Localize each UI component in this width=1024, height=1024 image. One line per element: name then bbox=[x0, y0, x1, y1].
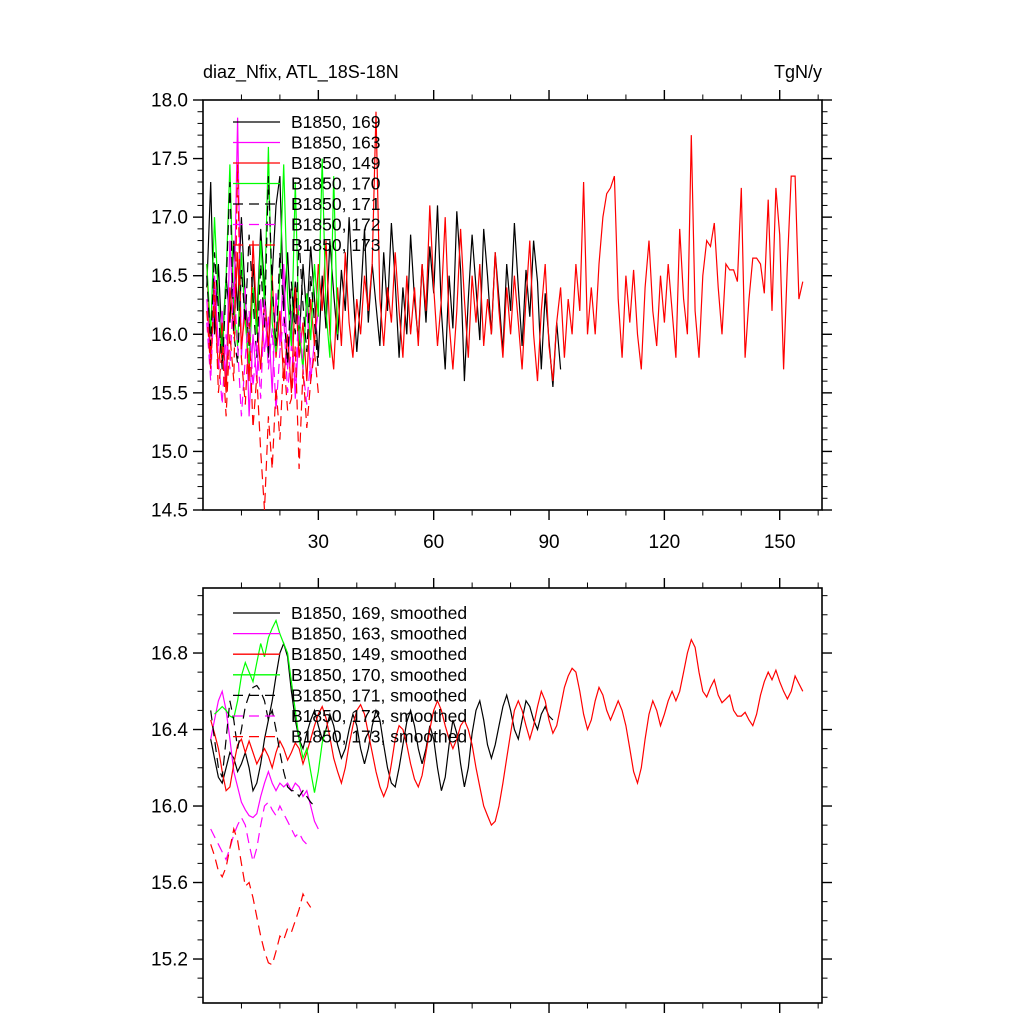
legend-label: B1850, 163 bbox=[291, 133, 381, 153]
legend-label: B1850, 149 bbox=[291, 153, 381, 173]
legend-label: B1850, 170 bbox=[291, 174, 381, 194]
plot-frame bbox=[202, 587, 823, 1004]
y-tick-label: 16.8 bbox=[151, 644, 188, 665]
x-tick-label: 120 bbox=[649, 532, 681, 553]
series-line-b1850-149 bbox=[206, 111, 804, 393]
x-tick-label: 90 bbox=[538, 532, 559, 553]
legend-label: B1850, 171, smoothed bbox=[291, 685, 467, 705]
series-line-b1850-172 bbox=[206, 281, 312, 417]
chart-title: diaz_Nfix, ATL_18S-18N bbox=[203, 62, 399, 82]
legend-label: B1850, 172 bbox=[291, 215, 381, 235]
legend-label: B1850, 172, smoothed bbox=[291, 706, 467, 726]
y-tick-label: 18.0 bbox=[151, 91, 188, 112]
y-tick-label: 15.6 bbox=[151, 873, 188, 894]
legend-label: B1850, 173 bbox=[291, 235, 381, 255]
legend-label: B1850, 169 bbox=[291, 112, 381, 132]
legend-label: B1850, 171 bbox=[291, 194, 381, 214]
top-panel: 14.5 15.0 15.5 16.0 16.5 17.0 17.5 18.0 30 60 90 12… bbox=[151, 90, 832, 553]
series-group bbox=[210, 618, 804, 966]
y-tick-label: 15.5 bbox=[151, 383, 188, 404]
y-tick-label: 16.4 bbox=[151, 720, 188, 741]
plot-frame bbox=[202, 99, 823, 511]
y-tick-label: 16.0 bbox=[151, 797, 188, 818]
y-tick-label: 16.5 bbox=[151, 266, 188, 287]
series-line-b1850-173-smoothed bbox=[210, 826, 312, 966]
legend-label: B1850, 163, smoothed bbox=[291, 624, 467, 644]
series-line-b1850-163-smoothed bbox=[210, 689, 319, 830]
x-tick-label: 150 bbox=[764, 532, 796, 553]
series-line-b1850-173 bbox=[206, 164, 319, 510]
y-tick-label: 17.0 bbox=[151, 208, 188, 229]
series-line-b1850-149-smoothed bbox=[210, 637, 804, 827]
y-tick-label: 17.5 bbox=[151, 149, 188, 170]
legend-label: B1850, 173, smoothed bbox=[291, 727, 467, 747]
y-tick-label: 16.0 bbox=[151, 325, 188, 346]
series-line-b1850-172-smoothed bbox=[210, 801, 312, 862]
series-line-b1850-169-smoothed bbox=[210, 641, 554, 793]
bottom-panel: 15.2 15.6 16.0 16.4 16.8 B1850, 169, smoothed… bbox=[151, 578, 832, 1013]
series-line-b1850-171-smoothed bbox=[210, 684, 315, 807]
legend-label: B1850, 170, smoothed bbox=[291, 665, 467, 685]
y-tick-label: 15.2 bbox=[151, 950, 188, 971]
legend-label: B1850, 149, smoothed bbox=[291, 644, 467, 664]
legend-label: B1850, 169, smoothed bbox=[291, 603, 467, 623]
y-tick-label: 15.0 bbox=[151, 442, 188, 463]
units-label: TgN/y bbox=[773, 62, 822, 82]
axis-ticks bbox=[193, 578, 832, 1013]
y-tick-label: 14.5 bbox=[151, 501, 188, 522]
x-tick-label: 60 bbox=[423, 532, 444, 553]
axis-ticks bbox=[193, 90, 832, 520]
x-tick-label: 30 bbox=[308, 532, 329, 553]
series-group bbox=[206, 111, 804, 510]
